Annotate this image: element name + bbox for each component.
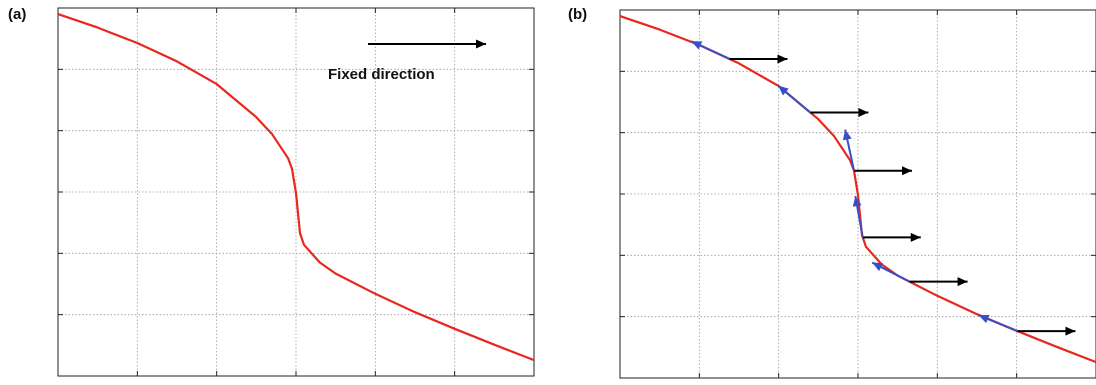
fixed-arrow-head — [902, 166, 913, 176]
tangent-arrow-head — [778, 85, 789, 96]
fixed-direction-arrow — [368, 39, 486, 49]
panel-b-curve — [619, 15, 1096, 364]
panel-a-chart — [57, 7, 535, 377]
panel-b-chart — [619, 9, 1096, 379]
fixed-arrow-head — [957, 277, 968, 287]
tangent-arrow-head — [842, 129, 852, 141]
panel-b-label: (b) — [568, 6, 588, 23]
panel-b-ticks — [620, 10, 1096, 378]
fixed-arrow-head — [858, 108, 869, 118]
panel-a-label: (a) — [8, 6, 27, 23]
fixed-direction-label: Fixed direction — [328, 66, 435, 83]
fixed-arrow-head — [1065, 326, 1076, 336]
tangent-arrow-head — [852, 196, 862, 207]
tangent-arrow-head — [691, 41, 703, 50]
panel-a-curve — [57, 13, 535, 362]
tangent-arrow-head — [978, 314, 990, 324]
panel-b-arrows — [690, 40, 1076, 336]
fixed-arrow-head — [910, 232, 921, 242]
panel-a-ticks — [58, 8, 534, 376]
fixed-arrow-head — [777, 54, 788, 64]
fixed-direction-arrow-head — [476, 39, 486, 49]
tangent-arrow-head — [872, 262, 884, 272]
